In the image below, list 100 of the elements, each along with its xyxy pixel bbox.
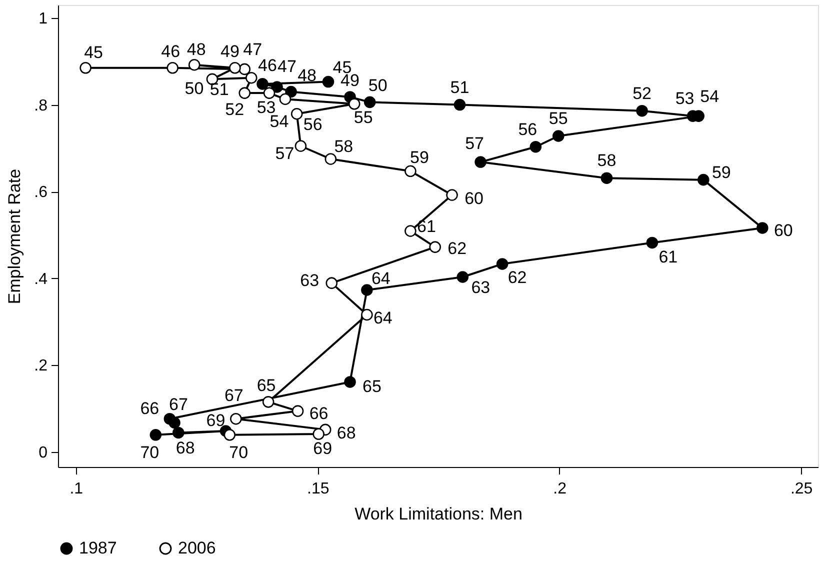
point: [454, 98, 466, 111]
point: [756, 222, 768, 234]
y-tick-label: .6: [34, 184, 48, 202]
legend-label: 1987: [79, 538, 117, 558]
point: [172, 426, 184, 439]
point: [552, 130, 564, 142]
point: [238, 63, 251, 76]
point: [80, 62, 92, 74]
annotation: 57: [465, 134, 484, 154]
annotation: 55: [354, 108, 373, 127]
point: [188, 58, 200, 71]
annotation: 47: [278, 56, 296, 76]
annotation: 65: [362, 376, 382, 396]
annotation: 48: [186, 40, 206, 59]
point: [698, 174, 710, 186]
point: [646, 236, 658, 249]
annotation: 59: [712, 162, 731, 182]
point: [324, 153, 337, 165]
annotation: 56: [303, 114, 322, 134]
annotation: 63: [300, 271, 320, 290]
point: [150, 429, 162, 441]
annotation: 67: [224, 386, 244, 405]
annotation: 51: [450, 78, 470, 97]
point: [348, 98, 360, 110]
annotation: 57: [275, 144, 294, 163]
annotation: 50: [368, 76, 388, 96]
point: [326, 277, 338, 289]
annotation: 48: [298, 66, 316, 85]
point: [256, 78, 268, 90]
point: [456, 271, 469, 283]
y-tick-label: .4: [34, 270, 48, 288]
point: [290, 108, 303, 120]
point: [404, 165, 416, 178]
annotation: 46: [161, 42, 180, 61]
point: [262, 396, 274, 408]
annotation: 55: [548, 109, 568, 128]
annotation: 69: [313, 439, 332, 458]
x-tick-label: .15: [306, 480, 330, 498]
point: [636, 104, 648, 117]
annotation: 60: [464, 189, 484, 208]
point: [446, 189, 458, 201]
point: [285, 86, 297, 98]
annotation: 67: [169, 394, 188, 414]
annotation: 68: [176, 438, 195, 458]
legend-label: 2006: [178, 538, 216, 558]
point: [292, 405, 304, 417]
point: [404, 225, 416, 237]
annotation: 66: [140, 398, 160, 418]
annotation: 54: [700, 87, 720, 106]
annotation: 53: [675, 89, 694, 108]
point: [600, 172, 613, 184]
x-tick-label: .2: [553, 480, 567, 498]
annotation: 58: [597, 151, 616, 170]
annotation: 63: [471, 278, 490, 297]
annotation: 58: [334, 137, 354, 156]
point: [361, 308, 373, 321]
annotation: 70: [229, 442, 248, 462]
point: [229, 62, 241, 74]
point: [344, 376, 356, 388]
point: [496, 258, 508, 270]
point: [474, 156, 486, 168]
annotation: 50: [184, 79, 204, 98]
x-tick-label: .25: [790, 480, 813, 498]
annotation: 54: [270, 112, 289, 132]
point: [530, 140, 542, 153]
annotation: 66: [309, 404, 328, 424]
annotation: 64: [371, 269, 390, 288]
annotation: 62: [508, 268, 527, 287]
y-tick-label: .8: [34, 97, 48, 114]
point: [364, 96, 376, 108]
annotation: 51: [210, 80, 229, 99]
annotation: 52: [225, 100, 244, 120]
annotation: 69: [206, 410, 226, 430]
point: [168, 416, 180, 429]
y-tick-label: .2: [34, 358, 48, 375]
point: [230, 412, 242, 425]
point: [263, 87, 276, 99]
point: [271, 81, 283, 93]
x-axis-title: Work Limitations: Men: [354, 504, 522, 524]
annotation: 62: [448, 239, 467, 258]
x-tick-label: .1: [70, 480, 84, 498]
point: [294, 140, 307, 152]
annotation: 70: [140, 442, 160, 462]
point: [361, 284, 373, 296]
annotation: 56: [518, 120, 538, 139]
annotation: 65: [256, 376, 276, 395]
point: [245, 72, 258, 84]
point: [312, 428, 324, 440]
y-axis-title: Employment Rate: [5, 168, 24, 304]
y-tick-label: 1: [38, 10, 48, 28]
annotation: 60: [774, 220, 793, 240]
point: [224, 429, 236, 441]
annotation: 68: [336, 424, 356, 443]
point: [429, 241, 441, 253]
point: [279, 93, 292, 106]
annotation: 49: [220, 42, 240, 61]
annotation: 64: [373, 308, 392, 328]
y-tick-label: 0: [38, 444, 48, 462]
point: [166, 62, 178, 74]
point: [322, 76, 334, 88]
